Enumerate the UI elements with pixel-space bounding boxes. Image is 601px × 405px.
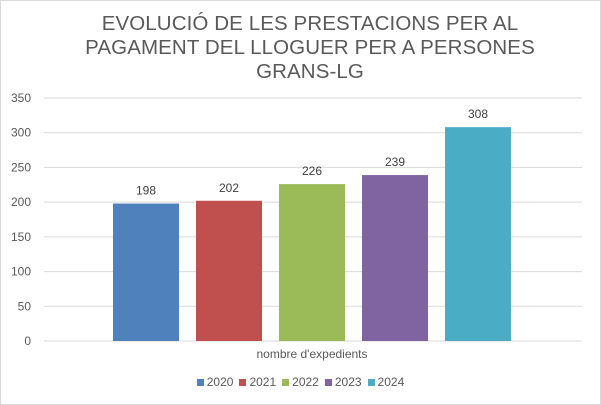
legend-swatch bbox=[196, 378, 204, 386]
legend-label: 2021 bbox=[249, 375, 277, 389]
data-label-2022: 226 bbox=[302, 164, 322, 178]
y-tick-label: 250 bbox=[11, 160, 31, 174]
y-tick-label: 300 bbox=[11, 126, 31, 140]
data-label-2024: 308 bbox=[468, 107, 488, 121]
data-label-2020: 198 bbox=[136, 184, 156, 198]
data-labels: 198 202 226 239 308 bbox=[136, 107, 488, 197]
y-tick-label: 0 bbox=[24, 334, 31, 348]
bar-2020 bbox=[113, 203, 179, 341]
chart-title-line-3: GRANS-LG bbox=[256, 60, 364, 83]
legend-label: 2020 bbox=[206, 375, 234, 389]
chart-title: EVOLUCIÓ DE LES PRESTACIONS PER AL PAGAM… bbox=[40, 12, 580, 84]
legend-item-2021: 2021 bbox=[239, 375, 276, 389]
legend-label: 2024 bbox=[377, 375, 405, 389]
chart-title-line-2: PAGAMENT DEL LLOGUER PER A PERSONES bbox=[85, 36, 535, 59]
legend-item-2024: 2024 bbox=[367, 375, 405, 389]
bar-2023 bbox=[362, 175, 428, 341]
y-tick-label: 350 bbox=[11, 91, 31, 105]
y-tick-label: 150 bbox=[11, 230, 31, 244]
bars bbox=[113, 127, 511, 341]
y-axis: 0 50 100 150 200 250 300 350 bbox=[11, 91, 31, 348]
legend-item-2022: 2022 bbox=[282, 375, 319, 389]
legend-swatch bbox=[282, 378, 290, 386]
legend-swatch bbox=[367, 378, 375, 386]
legend-item-2020: 2020 bbox=[196, 375, 234, 389]
legend-item-2023: 2023 bbox=[324, 375, 362, 389]
legend-label: 2023 bbox=[334, 375, 362, 389]
legend-swatch bbox=[324, 378, 332, 386]
chart-title-line-1: EVOLUCIÓ DE LES PRESTACIONS PER AL bbox=[101, 12, 519, 35]
bar-2021 bbox=[196, 200, 262, 341]
chart-legend: 2020 2021 2022 2023 2024 bbox=[0, 374, 601, 390]
y-tick-label: 100 bbox=[11, 265, 31, 279]
data-label-2021: 202 bbox=[219, 181, 239, 195]
y-tick-label: 200 bbox=[11, 195, 31, 209]
legend-swatch bbox=[239, 378, 247, 386]
legend-label: 2022 bbox=[292, 375, 319, 389]
y-tick-label: 50 bbox=[18, 299, 32, 313]
data-label-2023: 239 bbox=[385, 155, 405, 169]
bar-2022 bbox=[279, 184, 345, 341]
bar-2024 bbox=[445, 127, 511, 341]
x-axis-label: nombre d'expedients bbox=[256, 347, 367, 361]
